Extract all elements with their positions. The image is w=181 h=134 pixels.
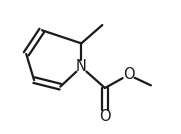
Text: N: N <box>76 59 87 75</box>
Text: O: O <box>123 67 134 82</box>
Text: O: O <box>99 109 111 124</box>
